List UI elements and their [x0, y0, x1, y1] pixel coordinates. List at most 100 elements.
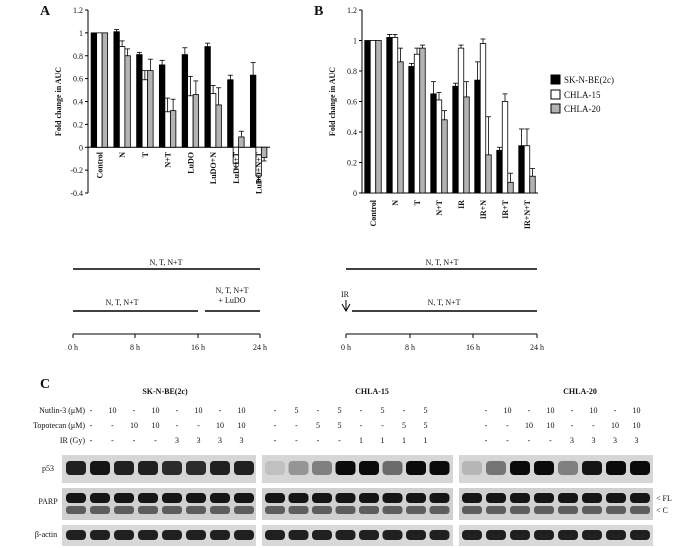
- blot-band-actin: [359, 530, 379, 540]
- blot-condition-cell: 10: [238, 406, 246, 415]
- blot-condition-cell: 5: [316, 421, 320, 430]
- blot-band-actin: [510, 530, 530, 540]
- timeline-a-ludo-label-1: N, T, N+T: [215, 286, 248, 295]
- blot-condition-cell: -: [111, 436, 114, 445]
- chart-a-bar: [141, 79, 149, 148]
- chart-b-bar: [518, 145, 525, 194]
- blot-condition-cell: -: [485, 421, 488, 430]
- blot-condition-cell: 1: [359, 436, 363, 445]
- chart-a-ytick-label: -0.4: [70, 189, 83, 198]
- chart-a-ytick-label: -0.2: [70, 166, 83, 175]
- chart-a-ytick-label: 0.4: [73, 98, 83, 107]
- blot-band-p53: [138, 461, 158, 475]
- blot-condition-cell: -: [274, 436, 277, 445]
- blot-condition-cell: 5: [338, 421, 342, 430]
- blot-strip-actin-chla15: [262, 525, 453, 546]
- chart-a-category-label: LuDO: [186, 152, 195, 174]
- blot-band-p53: [606, 461, 626, 475]
- chart-a-bar: [136, 54, 143, 148]
- blot-band-parp-cleaved: [312, 506, 332, 514]
- timeline-b-lower-label: N, T, N+T: [427, 298, 460, 307]
- blot-condition-cell: 5: [295, 406, 299, 415]
- blot-condition-cell: -: [111, 421, 114, 430]
- blot-band-parp-cleaved: [138, 506, 158, 514]
- chart-a-bar: [158, 64, 166, 148]
- band-label-beta-actin: β-actin: [35, 530, 57, 539]
- chart-b-bar: [364, 40, 371, 194]
- blot-condition-cell: -: [90, 421, 93, 430]
- chart-b-category-label: T: [413, 199, 422, 205]
- blot-condition-cell: -: [360, 406, 363, 415]
- blot-band-p53: [510, 461, 530, 475]
- blot-condition-cell: 10: [547, 406, 555, 415]
- blot-group-label-chla15: CHLA-15: [355, 387, 389, 396]
- blot-band-parp-cleaved: [288, 506, 309, 514]
- blot-condition-cell: 1: [424, 436, 428, 445]
- blot-band-p53: [406, 461, 426, 475]
- chart-a-category-label: LuDO+N+T: [255, 151, 264, 194]
- blot-condition-cell: -: [295, 436, 298, 445]
- chart-b-bar: [507, 181, 514, 194]
- blot-band-p53: [462, 461, 482, 475]
- blot-band-p53: [162, 461, 182, 475]
- chart-b-bar: [369, 40, 377, 194]
- chart-a-bar: [249, 74, 257, 148]
- blot-band-parp-full: [429, 493, 450, 503]
- blot-band-p53: [359, 461, 379, 475]
- chart-b-bar: [529, 175, 536, 194]
- blot-condition-cell: -: [485, 436, 488, 445]
- blot-condition-cell: 10: [525, 421, 533, 430]
- blot-condition-cell: -: [403, 406, 406, 415]
- blot-condition-cell: 10: [633, 421, 641, 430]
- blot-band-p53: [265, 461, 285, 475]
- chart-a-bar: [209, 93, 217, 148]
- blot-band-parp-full: [630, 493, 650, 503]
- blot-band-parp-full: [359, 493, 379, 503]
- blot-condition-cell: -: [506, 436, 509, 445]
- timeline-b-ir-arrow-icon: [341, 303, 351, 313]
- blot-band-parp-full: [606, 493, 626, 503]
- chart-a-ylabel: Fold change in AUC: [54, 67, 63, 136]
- chart-b-bar: [413, 53, 421, 194]
- blot-group-label-chla20: CHLA-20: [563, 387, 597, 396]
- blot-band-parp-cleaved: [186, 506, 206, 514]
- chart-a-bar: [96, 32, 103, 148]
- chart-b-bar: [408, 66, 415, 194]
- blot-band-parp-cleaved: [558, 506, 578, 514]
- blot-condition-cell: -: [90, 436, 93, 445]
- legend-label-chla20: CHLA-20: [564, 104, 601, 114]
- chart-b-bar: [474, 79, 481, 194]
- blot-condition-cell: -: [274, 421, 277, 430]
- blot-band-parp-full: [210, 493, 230, 503]
- chart-b-bar: [419, 47, 426, 194]
- chart-b-bar: [441, 119, 448, 194]
- blot-band-actin: [265, 530, 285, 540]
- blot-band-parp-cleaved: [510, 506, 530, 514]
- chart-a-category-label: N: [118, 152, 127, 158]
- blot-row-label-nutlin: Nutlin-3 (μM): [39, 406, 85, 415]
- chart-a-bar: [192, 94, 200, 148]
- blot-condition-cell: 1: [381, 436, 385, 445]
- panel-c-label: C: [40, 377, 50, 392]
- timeline-b: N, T, N+T IR N, T, N+T 0 h 8 h 16 h 24 h: [341, 258, 544, 352]
- blot-band-parp-full: [234, 493, 254, 503]
- blot-band-actin: [114, 530, 134, 540]
- chart-b-category-label: IR+N+T: [523, 199, 532, 229]
- chart-a-bar: [169, 110, 177, 148]
- timeline-b-label-0h: 0 h: [341, 343, 351, 352]
- blot-band-parp-full: [486, 493, 506, 503]
- blot-band-p53: [90, 461, 110, 475]
- blot-condition-cell: -: [571, 421, 574, 430]
- blot-band-actin: [312, 530, 332, 540]
- chart-b-ytick-label: 0.2: [347, 159, 357, 168]
- chart-b-ytick-label: 0.8: [347, 67, 357, 76]
- chart-b-bar: [397, 61, 404, 194]
- blot-condition-cell: 3: [592, 436, 596, 445]
- blot-band-actin: [630, 530, 650, 540]
- blot-condition-cell: -: [317, 406, 320, 415]
- blot-condition-cell: -: [338, 436, 341, 445]
- chart-a-bar: [187, 95, 194, 148]
- timeline-a-label-24h: 24 h: [253, 343, 267, 352]
- chart-b-bar: [452, 85, 459, 194]
- blot-condition-cell: -: [197, 421, 200, 430]
